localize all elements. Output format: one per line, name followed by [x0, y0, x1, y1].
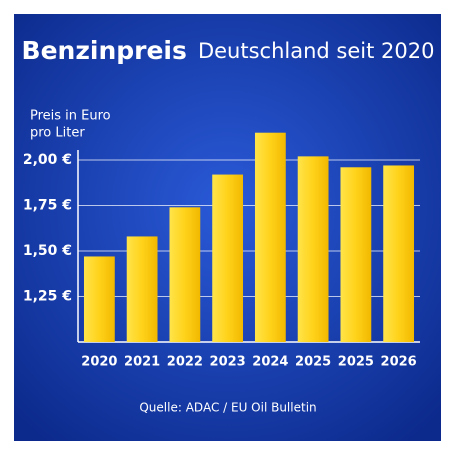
y-tick-label: 2,00 €	[23, 152, 72, 168]
y-label: Preis in Euro	[30, 109, 111, 124]
bar	[340, 167, 372, 342]
x-tick-label: 2022	[167, 355, 203, 370]
x-tick-label: 2026	[381, 355, 417, 370]
x-tick-label: 2025	[338, 355, 374, 370]
x-tick-label: 2021	[124, 355, 160, 370]
y-tick-label: 1,25 €	[23, 289, 72, 305]
chart-title: Benzinpreis Deutschland seit 2020	[22, 36, 435, 65]
x-tick-label: 2025	[295, 355, 331, 370]
source: Quelle: ADAC / EU Oil Bulletin	[139, 401, 316, 415]
bar	[254, 132, 286, 342]
bar	[383, 165, 415, 342]
x-tick-label: 2024	[252, 355, 288, 370]
x-tick-label: 2020	[81, 355, 117, 370]
bar	[297, 156, 329, 342]
y-label: pro Liter	[30, 126, 85, 141]
y-tick-label: 1,75 €	[23, 198, 72, 214]
bar	[212, 174, 244, 342]
bar	[83, 256, 115, 342]
x-tick-label: 2023	[210, 355, 246, 370]
bar	[126, 236, 158, 342]
bar	[169, 207, 201, 342]
y-tick-label: 1,50 €	[23, 243, 72, 259]
title-bold: Benzinpreis	[22, 36, 187, 65]
title-rest: Deutschland seit 2020	[198, 39, 435, 63]
